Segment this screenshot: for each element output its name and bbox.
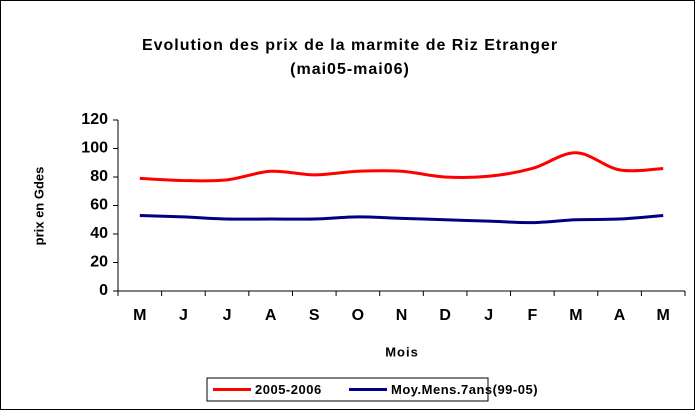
x-tick-label: M: [569, 307, 582, 324]
x-tick-label: F: [527, 307, 537, 324]
y-tick-label: 20: [90, 254, 108, 271]
y-axis-label: prix en Gdes: [31, 167, 46, 246]
x-tick-label: D: [439, 307, 451, 324]
x-tick-label: M: [657, 307, 670, 324]
x-tick-label: N: [396, 307, 408, 324]
chart-title: Evolution des prix de la marmite de Riz …: [142, 37, 558, 54]
x-tick-label: M: [133, 307, 146, 324]
series-line: [139, 213, 664, 225]
legend-label: Moy.Mens.7ans(99-05): [391, 382, 538, 397]
x-tick-label: J: [484, 307, 493, 324]
legend-label: 2005-2006: [255, 382, 322, 397]
x-tick-label: S: [309, 307, 320, 324]
y-tick-label: 80: [90, 168, 108, 185]
x-tick-label: O: [352, 307, 364, 324]
series-line: [139, 151, 664, 183]
x-tick-label: A: [614, 307, 626, 324]
x-tick-label: A: [265, 307, 277, 324]
x-axis-label: Mois: [385, 344, 419, 359]
y-tick-label: 40: [90, 225, 108, 242]
y-tick-label: 120: [81, 111, 108, 128]
y-tick-label: 100: [81, 140, 108, 157]
x-tick-label: J: [179, 307, 188, 324]
x-tick-label: J: [223, 307, 232, 324]
chart-subtitle: (mai05-mai06): [290, 61, 410, 78]
y-tick-label: 0: [99, 282, 108, 299]
y-tick-label: 60: [90, 197, 108, 214]
legend-box: [206, 377, 489, 402]
